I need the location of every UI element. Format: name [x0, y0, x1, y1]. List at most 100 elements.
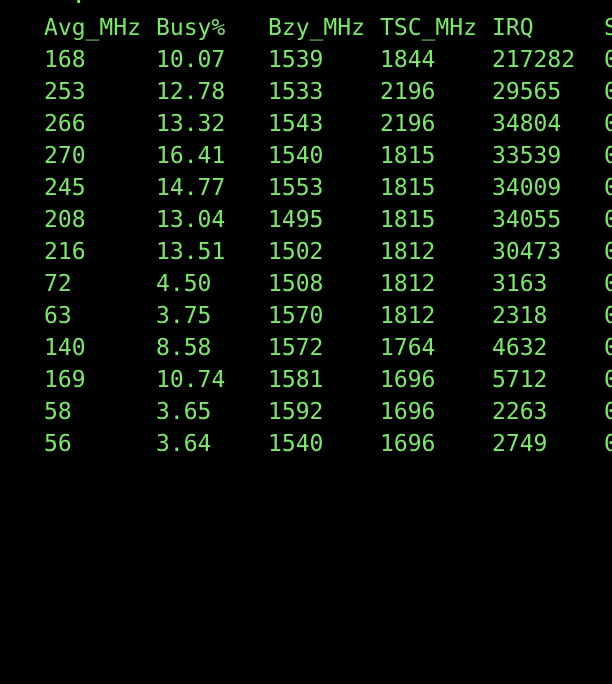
- cell-tsc-mhz: 1844: [380, 47, 436, 73]
- table-row: 63 3.75 1570 1812 2318 0: [44, 300, 612, 332]
- cell-bzy-mhz: 1592: [268, 399, 324, 425]
- cell-smi: 0: [604, 79, 612, 105]
- cell-smi: 0: [604, 239, 612, 265]
- cell-tsc-mhz: 1696: [380, 367, 436, 393]
- cell-irq: 29565: [492, 79, 562, 105]
- cell-avg-mhz: 245: [44, 175, 86, 201]
- cell-avg-mhz: 56: [44, 431, 72, 457]
- cell-bzy-mhz: 1508: [268, 271, 324, 297]
- cell-avg-mhz: 72: [44, 271, 72, 297]
- header-irq: IRQ: [492, 15, 534, 41]
- table-row: 140 8.58 1572 1764 4632 0: [44, 332, 612, 364]
- cell-tsc-mhz: 1812: [380, 303, 436, 329]
- cell-avg-mhz: 58: [44, 399, 72, 425]
- table-row: 56 3.64 1540 1696 2749 0: [44, 428, 612, 460]
- cell-busy: 16.41: [156, 143, 226, 169]
- table-row: 169 10.74 1581 1696 5712 0: [44, 364, 612, 396]
- cell-smi: 0: [604, 335, 612, 361]
- cell-irq: 34009: [492, 175, 562, 201]
- header-row: Avg_MHz Busy% Bzy_MHz TSC_MHz IRQ SMI S: [44, 12, 612, 44]
- cell-irq: 34055: [492, 207, 562, 233]
- cell-bzy-mhz: 1540: [268, 431, 324, 457]
- cell-busy: 13.32: [156, 111, 226, 137]
- cell-bzy-mhz: 1540: [268, 143, 324, 169]
- cell-tsc-mhz: 2196: [380, 79, 436, 105]
- cell-avg-mhz: 208: [44, 207, 86, 233]
- cell-smi: 0: [604, 207, 612, 233]
- cell-tsc-mhz: 1764: [380, 335, 436, 361]
- cell-busy: 8.58: [156, 335, 212, 361]
- cell-busy: 10.74: [156, 367, 226, 393]
- cell-irq: 2318: [492, 303, 548, 329]
- table-row: 245 14.77 1553 1815 34009 0: [44, 172, 612, 204]
- cell-busy: 14.77: [156, 175, 226, 201]
- table-row: 168 10.07 1539 1844 217282 0: [44, 44, 612, 76]
- cell-avg-mhz: 169: [44, 367, 86, 393]
- cell-busy: 3.65: [156, 399, 212, 425]
- cell-smi: 0: [604, 47, 612, 73]
- table-row: 58 3.65 1592 1696 2263 0: [44, 396, 612, 428]
- cell-bzy-mhz: 1539: [268, 47, 324, 73]
- cell-smi: 0: [604, 111, 612, 137]
- cell-avg-mhz: 168: [44, 47, 86, 73]
- cell-avg-mhz: 253: [44, 79, 86, 105]
- header-smi: SMI: [604, 15, 612, 41]
- cell-avg-mhz: 270: [44, 143, 86, 169]
- cell-irq: 2263: [492, 399, 548, 425]
- table-row: 208 13.04 1495 1815 34055 0: [44, 204, 612, 236]
- cell-busy: 4.50: [156, 271, 212, 297]
- cell-bzy-mhz: 1543: [268, 111, 324, 137]
- table-row: 216 13.51 1502 1812 30473 0: [44, 236, 612, 268]
- header-tsc-mhz: TSC_MHz: [380, 15, 477, 41]
- cell-avg-mhz: 140: [44, 335, 86, 361]
- cell-tsc-mhz: 2196: [380, 111, 436, 137]
- header-busy: Busy%: [156, 15, 226, 41]
- cell-bzy-mhz: 1553: [268, 175, 324, 201]
- terminal-partial-line: --.- ---- ----: [44, 0, 266, 12]
- cell-busy: 13.04: [156, 207, 226, 233]
- cell-smi: 0: [604, 175, 612, 201]
- cell-bzy-mhz: 1570: [268, 303, 324, 329]
- cell-busy: 10.07: [156, 47, 226, 73]
- cell-tsc-mhz: 1696: [380, 399, 436, 425]
- cell-busy: 13.51: [156, 239, 226, 265]
- cell-bzy-mhz: 1533: [268, 79, 324, 105]
- cell-bzy-mhz: 1581: [268, 367, 324, 393]
- cell-irq: 33539: [492, 143, 562, 169]
- cell-irq: 2749: [492, 431, 548, 457]
- cell-tsc-mhz: 1815: [380, 175, 436, 201]
- cell-irq: 217282: [492, 47, 576, 73]
- cell-tsc-mhz: 1815: [380, 143, 436, 169]
- cell-bzy-mhz: 1572: [268, 335, 324, 361]
- cell-smi: 0: [604, 143, 612, 169]
- header-bzy-mhz: Bzy_MHz: [268, 15, 365, 41]
- cell-avg-mhz: 216: [44, 239, 86, 265]
- cell-irq: 30473: [492, 239, 562, 265]
- cell-irq: 5712: [492, 367, 548, 393]
- cell-bzy-mhz: 1502: [268, 239, 324, 265]
- cell-avg-mhz: 63: [44, 303, 72, 329]
- table-row: 266 13.32 1543 2196 34804 0: [44, 108, 612, 140]
- cell-irq: 3163: [492, 271, 548, 297]
- header-avg-mhz: Avg_MHz: [44, 15, 141, 41]
- table-row: 253 12.78 1533 2196 29565 0: [44, 76, 612, 108]
- cell-smi: 0: [604, 367, 612, 393]
- cell-smi: 0: [604, 303, 612, 329]
- cell-tsc-mhz: 1696: [380, 431, 436, 457]
- cell-smi: 0: [604, 399, 612, 425]
- cell-irq: 34804: [492, 111, 562, 137]
- table-row: 270 16.41 1540 1815 33539 0: [44, 140, 612, 172]
- cell-smi: 0: [604, 271, 612, 297]
- cell-busy: 12.78: [156, 79, 226, 105]
- cell-smi: 0: [604, 431, 612, 457]
- cell-avg-mhz: 266: [44, 111, 86, 137]
- table-row: 72 4.50 1508 1812 3163 0: [44, 268, 612, 300]
- cell-bzy-mhz: 1495: [268, 207, 324, 233]
- terminal-window[interactable]: --.- ---- ---- Avg_MHz Busy% Bzy_MHz TSC…: [0, 0, 612, 458]
- cell-busy: 3.75: [156, 303, 212, 329]
- cell-irq: 4632: [492, 335, 548, 361]
- cell-tsc-mhz: 1815: [380, 207, 436, 233]
- cell-tsc-mhz: 1812: [380, 239, 436, 265]
- cell-busy: 3.64: [156, 431, 212, 457]
- cell-tsc-mhz: 1812: [380, 271, 436, 297]
